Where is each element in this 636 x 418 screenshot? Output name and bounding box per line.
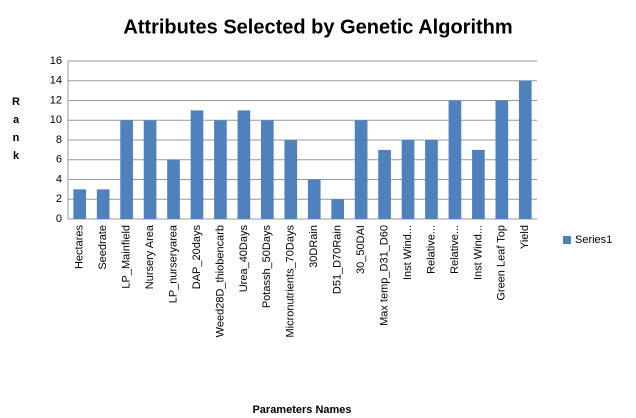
x-tick-label: 30_50DAI [355, 225, 367, 274]
x-tick-label: Yield [519, 225, 531, 249]
x-tick-label: DAP_20days [191, 225, 203, 290]
y-tick-label: 16 [50, 55, 62, 67]
x-tick-label: Urea_40Days [238, 225, 250, 293]
x-tick-label: Inst Wind... [472, 225, 484, 280]
y-tick-label: 8 [56, 134, 62, 146]
bar [190, 110, 204, 219]
bar [307, 179, 321, 219]
x-tick-label: Relative... [425, 225, 437, 274]
bar [237, 110, 251, 219]
y-tick-label: 14 [50, 75, 62, 87]
bar [120, 120, 133, 219]
x-tick-label: Nursery Area [144, 224, 156, 289]
x-tick-label: Green Leaf Top [496, 225, 508, 301]
bar [284, 140, 298, 219]
x-tick-label: Max temp_D31_D60 [378, 225, 390, 326]
bar [425, 140, 438, 219]
x-tick-label: D51_D70Rain [332, 225, 344, 294]
bar [167, 159, 180, 219]
chart-title: Attributes Selected by Genetic Algorithm [123, 16, 512, 38]
x-tick-label: 30DRain [308, 225, 320, 268]
bar [331, 199, 345, 219]
x-axis-label: Parameters Names [252, 404, 351, 416]
x-tick-label: Potassh_50Days [261, 225, 273, 309]
x-tick-label: LP_nurseryarea [167, 224, 179, 303]
bar [143, 120, 157, 219]
x-tick-label: Weed28D_thiobencarb [214, 225, 226, 337]
bar [495, 100, 509, 219]
legend-label: Series1 [575, 234, 612, 246]
x-tick-label: Inst Wind... [402, 225, 414, 280]
y-axis-label: Rank [10, 96, 22, 168]
bar [401, 140, 415, 219]
bar [448, 100, 462, 219]
y-tick-label: 4 [56, 173, 62, 185]
bar [214, 120, 227, 219]
y-tick-label: 6 [56, 154, 62, 166]
x-tick-label: Relative... [449, 225, 461, 274]
bar [518, 80, 532, 219]
bar [73, 189, 87, 219]
legend-swatch [563, 236, 571, 244]
y-tick-label: 0 [56, 213, 62, 225]
y-tick-label: 2 [56, 193, 62, 205]
bar [378, 149, 391, 219]
bar [472, 149, 485, 219]
bar [260, 120, 274, 219]
x-tick-label: Micronutrients_70Days [285, 225, 297, 338]
x-tick-label: LP_Mainfield [121, 225, 133, 289]
x-tick-label: Seedrate [97, 225, 109, 270]
y-tick-label: 12 [50, 94, 62, 106]
bar [96, 189, 110, 219]
y-tick-label: 10 [50, 114, 62, 126]
bar [354, 120, 368, 219]
x-tick-label: Hectares [74, 225, 86, 270]
